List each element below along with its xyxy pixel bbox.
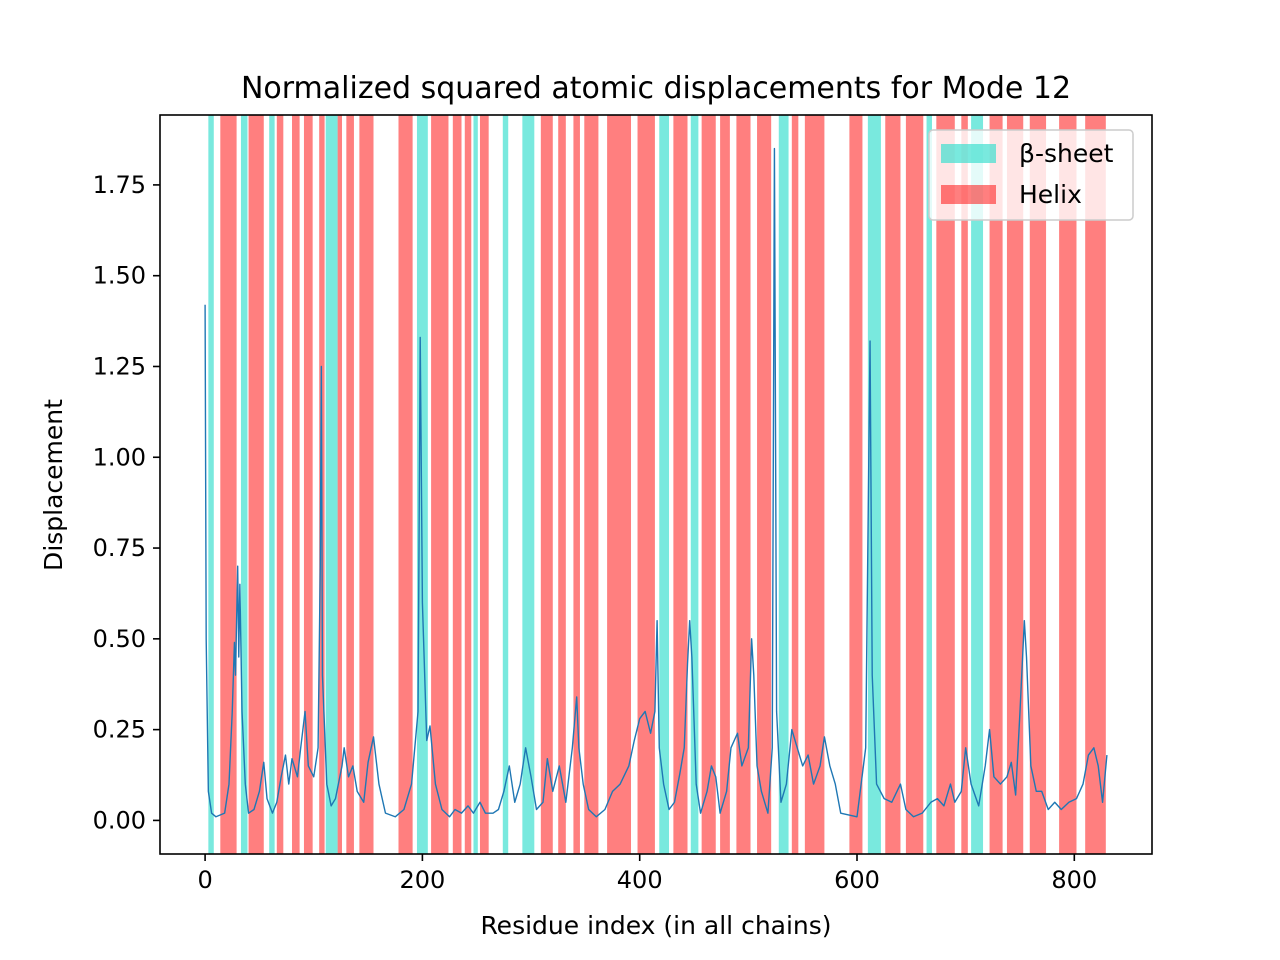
x-tick-label: 0 <box>197 866 212 894</box>
region-span <box>791 115 799 854</box>
y-tick-label: 0.50 <box>93 625 146 653</box>
x-tick-label: 800 <box>1051 866 1097 894</box>
region-span <box>778 115 789 854</box>
region-span <box>607 115 632 854</box>
region-span <box>804 115 825 854</box>
region-span <box>701 115 716 854</box>
region-span <box>961 115 968 854</box>
region-span <box>573 115 580 854</box>
region-span <box>926 115 932 854</box>
region-span <box>690 115 699 854</box>
y-tick-label: 1.75 <box>93 171 146 199</box>
chart-title: Normalized squared atomic displacements … <box>241 71 1071 106</box>
region-span <box>398 115 413 854</box>
y-tick-label: 0.75 <box>93 534 146 562</box>
region-span <box>867 115 881 854</box>
plot-frame <box>159 114 1153 855</box>
region-span <box>936 115 955 854</box>
y-tick-label: 1.50 <box>93 262 146 290</box>
region-span <box>522 115 535 854</box>
region-span <box>248 115 264 854</box>
plot-area <box>204 115 1108 854</box>
region-span <box>502 115 509 854</box>
region-span <box>325 115 338 854</box>
legend-label: Helix <box>1019 180 1082 209</box>
region-span <box>1029 115 1047 854</box>
legend-swatch <box>941 185 996 204</box>
region-span <box>1059 115 1077 854</box>
region-span <box>359 115 374 854</box>
region-span <box>971 115 984 854</box>
region-span <box>452 115 462 854</box>
x-tick-label: 600 <box>834 866 880 894</box>
region-span <box>416 115 428 854</box>
region-span <box>276 115 284 854</box>
legend-label: β-sheet <box>1019 139 1114 168</box>
region-span <box>303 115 313 854</box>
legend: β-sheet Helix <box>928 129 1134 221</box>
region-span <box>240 115 248 854</box>
region-span <box>208 115 214 854</box>
region-span <box>1085 115 1106 854</box>
y-tick-label: 1.25 <box>93 352 146 380</box>
region-span <box>464 115 472 854</box>
region-span <box>479 115 489 854</box>
x-tick-label: 400 <box>617 866 663 894</box>
region-span <box>637 115 655 854</box>
region-span <box>473 115 478 854</box>
region-span <box>849 115 863 854</box>
region-span <box>736 115 751 854</box>
region-span <box>659 115 670 854</box>
region-span <box>720 115 730 854</box>
region-span <box>1006 115 1024 854</box>
legend-swatch <box>941 144 996 163</box>
region-span <box>269 115 275 854</box>
y-tick-label: 0.00 <box>93 806 146 834</box>
region-span <box>757 115 772 854</box>
region-span <box>346 115 354 854</box>
x-tick-label: 200 <box>399 866 445 894</box>
data-line <box>204 147 1108 818</box>
region-span <box>885 115 901 854</box>
region-span <box>584 115 599 854</box>
region-span <box>989 115 1003 854</box>
y-tick-label: 1.00 <box>93 443 146 471</box>
region-span <box>673 115 688 854</box>
region-span <box>337 115 342 854</box>
region-span <box>558 115 566 854</box>
region-span <box>292 115 300 854</box>
x-axis-label: Residue index (in all chains) <box>480 911 831 940</box>
region-span <box>905 115 924 854</box>
region-span <box>431 115 449 854</box>
region-span <box>540 115 553 854</box>
y-axis-label: Displacement <box>39 399 68 571</box>
y-tick-label: 0.25 <box>93 716 146 744</box>
region-span <box>220 115 237 854</box>
